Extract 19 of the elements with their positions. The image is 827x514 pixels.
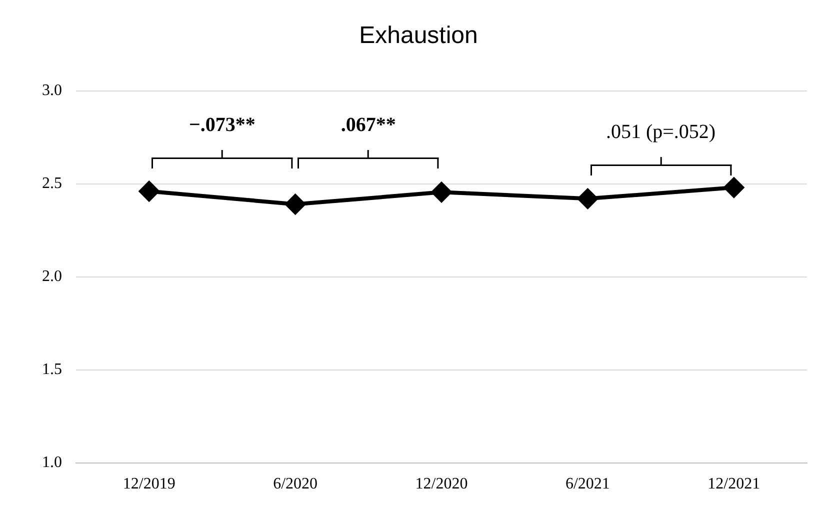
annotation: −.073**: [188, 114, 256, 137]
x-tick-label: 12/2020: [415, 476, 468, 493]
point: [432, 182, 452, 202]
y-tick-label: 1.0: [42, 454, 62, 472]
point: [724, 178, 744, 198]
y-tick-label: 1.5: [42, 361, 62, 378]
x-tick-label: 6/2021: [565, 476, 610, 493]
point: [578, 188, 598, 209]
point: [285, 194, 306, 214]
y-tick-label: 2.0: [42, 268, 62, 286]
annotation: .051 (p=.052): [604, 121, 717, 144]
annotation: .067**: [340, 114, 397, 137]
y-tick-label: 2.5: [42, 175, 62, 192]
chart-title: Exhaustion: [359, 22, 478, 50]
x-tick-label: 6/2020: [273, 476, 318, 493]
x-tick-label: 12/2021: [708, 476, 760, 493]
y-tick-label: 3.0: [42, 82, 62, 100]
point: [139, 181, 160, 202]
x-tick-label: 12/2019: [122, 476, 176, 493]
